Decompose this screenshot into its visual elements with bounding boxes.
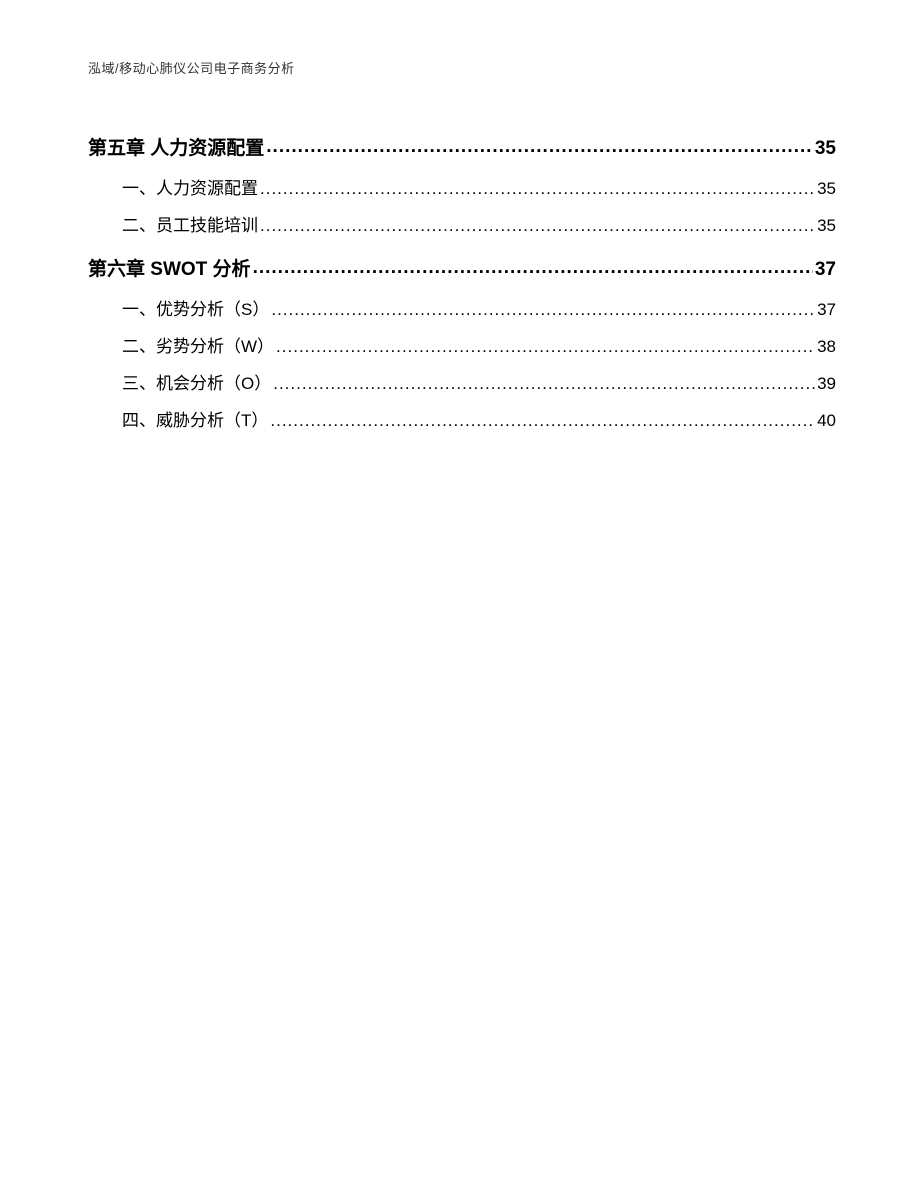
toc-section: 四、威胁分析（T） ..............................… <box>88 406 836 431</box>
page-header: 泓域/移动心肺仪公司电子商务分析 <box>88 58 295 77</box>
section-label: 一、优势分析（S） <box>122 295 269 320</box>
chapter-title: 第六章 SWOT 分析 <box>88 254 251 281</box>
toc-dots: ........................................… <box>273 374 815 394</box>
section-label: 四、威胁分析（T） <box>122 406 268 431</box>
toc-dots: ........................................… <box>266 136 813 158</box>
chapter-page: 35 <box>815 138 836 160</box>
chapter-group: 第六章 SWOT 分析 ............................… <box>88 254 836 431</box>
section-page: 40 <box>817 411 836 431</box>
section-label: 二、劣势分析（W） <box>122 332 274 357</box>
toc-dots: ........................................… <box>270 411 815 431</box>
toc-section: 三、机会分析（O） ..............................… <box>88 369 836 394</box>
section-page: 37 <box>817 300 836 320</box>
chapter-group: 第五章 人力资源配置 .............................… <box>88 133 836 236</box>
toc-dots: ........................................… <box>260 216 815 236</box>
chapter-title: 第五章 人力资源配置 <box>88 133 264 160</box>
section-page: 38 <box>817 337 836 357</box>
toc-dots: ........................................… <box>276 337 815 357</box>
section-label: 一、人力资源配置 <box>122 174 258 199</box>
table-of-contents: 第五章 人力资源配置 .............................… <box>88 125 836 449</box>
header-text: 泓域/移动心肺仪公司电子商务分析 <box>88 61 295 76</box>
section-label: 三、机会分析（O） <box>122 369 271 394</box>
section-page: 35 <box>817 216 836 236</box>
toc-chapter-6: 第六章 SWOT 分析 ............................… <box>88 254 836 281</box>
toc-chapter-5: 第五章 人力资源配置 .............................… <box>88 133 836 160</box>
toc-section: 二、劣势分析（W） ..............................… <box>88 332 836 357</box>
toc-dots: ........................................… <box>260 179 815 199</box>
section-label: 二、员工技能培训 <box>122 211 258 236</box>
toc-section: 二、员工技能培训 ...............................… <box>88 211 836 236</box>
section-page: 35 <box>817 179 836 199</box>
toc-section: 一、优势分析（S） ..............................… <box>88 295 836 320</box>
toc-dots: ........................................… <box>253 257 813 279</box>
toc-dots: ........................................… <box>271 300 815 320</box>
chapter-page: 37 <box>815 259 836 281</box>
section-page: 39 <box>817 374 836 394</box>
toc-section: 一、人力资源配置 ...............................… <box>88 174 836 199</box>
